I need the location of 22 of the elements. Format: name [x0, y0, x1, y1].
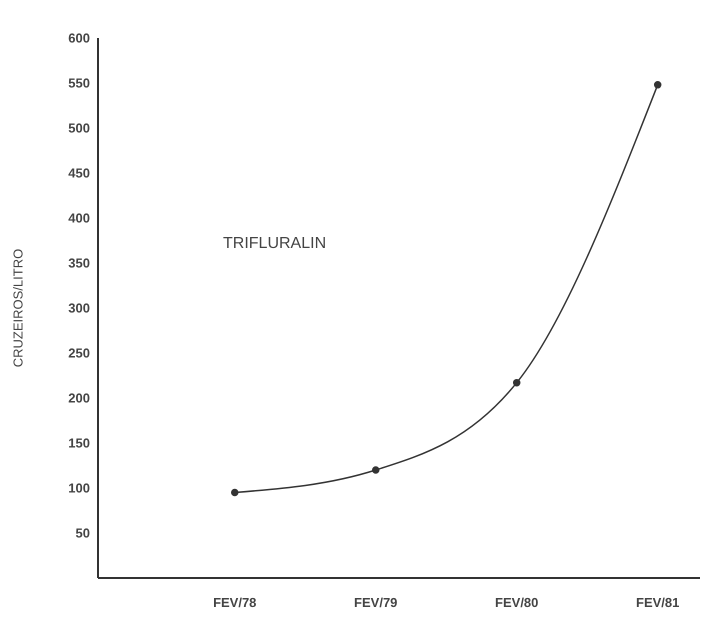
y-tick-label: 100	[68, 480, 90, 496]
y-tick-label: 50	[76, 526, 90, 541]
y-tick-label: 500	[68, 120, 90, 136]
y-tick-label: 300	[68, 300, 90, 316]
point	[231, 488, 239, 496]
y-tick-label: 450	[68, 166, 90, 181]
y-tick-label: 250	[68, 346, 90, 361]
point	[372, 466, 380, 474]
x-tick-label: FEV/81	[636, 595, 680, 610]
x-tick-label: FEV/79	[354, 595, 398, 610]
y-tick-label: 400	[68, 210, 90, 226]
x-tick-label: FEV/80	[495, 595, 538, 610]
text: TRIFLURALIN	[223, 235, 326, 252]
x-tick-label: FEV/78	[213, 595, 256, 610]
point	[512, 378, 520, 386]
y-tick-label: 150	[68, 436, 90, 451]
y-axis-title: CRUZEIROS/LITRO	[10, 248, 26, 368]
y-tick-label: 350	[68, 256, 90, 271]
y-tick-label: 600	[68, 30, 90, 46]
y-tick-label: 200	[68, 390, 90, 406]
y-tick-label: 550	[68, 76, 90, 91]
point	[654, 81, 662, 89]
